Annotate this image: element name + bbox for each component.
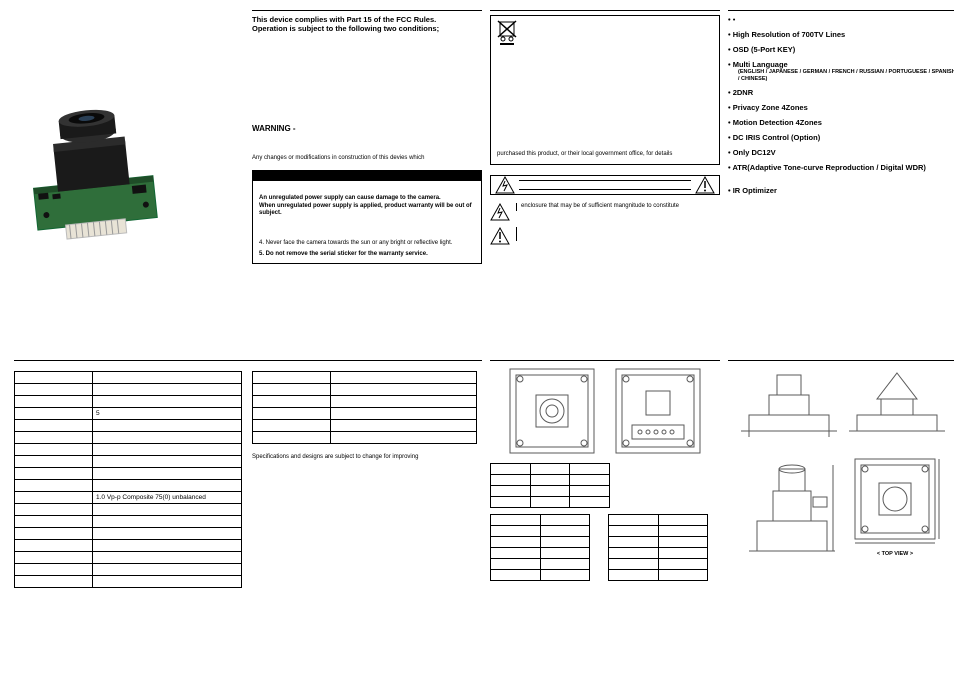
panel-product-photo: [14, 10, 244, 360]
dim-side-view-a: [739, 365, 839, 443]
feature-item: Multi Language(ENGLISH / JAPANESE / GERM…: [728, 60, 954, 82]
shock-icon: [495, 176, 515, 194]
feature-item: Only DC12V: [728, 148, 954, 157]
panel-compliance: purchased this product, or their local g…: [490, 10, 720, 360]
warning-icon: [490, 227, 510, 245]
dim-top-view: [847, 451, 943, 547]
caution-bar: [490, 175, 720, 195]
fcc-line1: This device complies with Part 15 of the…: [252, 15, 482, 24]
weee-icon: [497, 20, 519, 46]
feature-item: OSD (5-Port KEY): [728, 45, 954, 54]
panel-features: • High Resolution of 700TV Lines OSD (5-…: [728, 10, 954, 360]
caution-warn-row: [490, 227, 720, 245]
connector-table-3: [608, 514, 708, 581]
weee-text: purchased this product, or their local g…: [497, 151, 713, 159]
fcc-line2: Operation is subject to the following tw…: [252, 24, 482, 33]
camera-photo: [8, 100, 178, 262]
warning-icon: [695, 176, 715, 194]
note4: 4. Never face the camera towards the sun…: [259, 240, 475, 248]
feature-item: IR Optimizer: [728, 186, 954, 195]
panel-connectors: [490, 360, 720, 670]
board-rear-diagram: [612, 365, 704, 457]
note5: 5. Do not remove the serial sticker for …: [259, 251, 475, 259]
dim-side-view-b: [847, 365, 947, 443]
connector-table-2: [490, 514, 590, 581]
feature-item: DC IRIS Control (Option): [728, 133, 954, 142]
psu-line2: When unregulated power supply is applied…: [259, 203, 475, 218]
warning-box: An unregulated power supply can cause da…: [252, 170, 482, 264]
panel-dimensions: < TOP VIEW >: [728, 360, 954, 670]
dim-iso-view: [743, 451, 839, 571]
shock-icon: [490, 203, 510, 221]
changes-text: Any changes or modifications in construc…: [252, 155, 482, 163]
top-view-label: < TOP VIEW >: [847, 551, 943, 557]
panel-specifications: 51.0 Vp-p Composite 75(0) unbalanced Spe…: [14, 360, 482, 670]
psu-line1: An unregulated power supply can cause da…: [259, 195, 475, 203]
panel-safety-instructions: This device complies with Part 15 of the…: [252, 10, 482, 360]
caution-text: enclosure that may be of sufficient mang…: [521, 203, 679, 211]
spec-note: Specifications and designs are subject t…: [252, 454, 477, 462]
feature-item: ATR(Adaptive Tone-curve Reproduction / D…: [728, 163, 954, 172]
features-list: • High Resolution of 700TV Lines OSD (5-…: [728, 15, 954, 172]
board-front-diagram: [506, 365, 598, 457]
feature-item: Privacy Zone 4Zones: [728, 103, 954, 112]
feature-item: Motion Detection 4Zones: [728, 118, 954, 127]
feature-item: High Resolution of 700TV Lines: [728, 30, 954, 39]
connector-table-1: [490, 463, 610, 508]
caution-shock-row: enclosure that may be of sufficient mang…: [490, 203, 720, 221]
weee-box: purchased this product, or their local g…: [490, 15, 720, 165]
warning-heading: WARNING -: [252, 124, 482, 133]
spec-table-right: [252, 371, 477, 444]
spec-table: 51.0 Vp-p Composite 75(0) unbalanced: [14, 371, 242, 588]
feature-item: 2DNR: [728, 88, 954, 97]
